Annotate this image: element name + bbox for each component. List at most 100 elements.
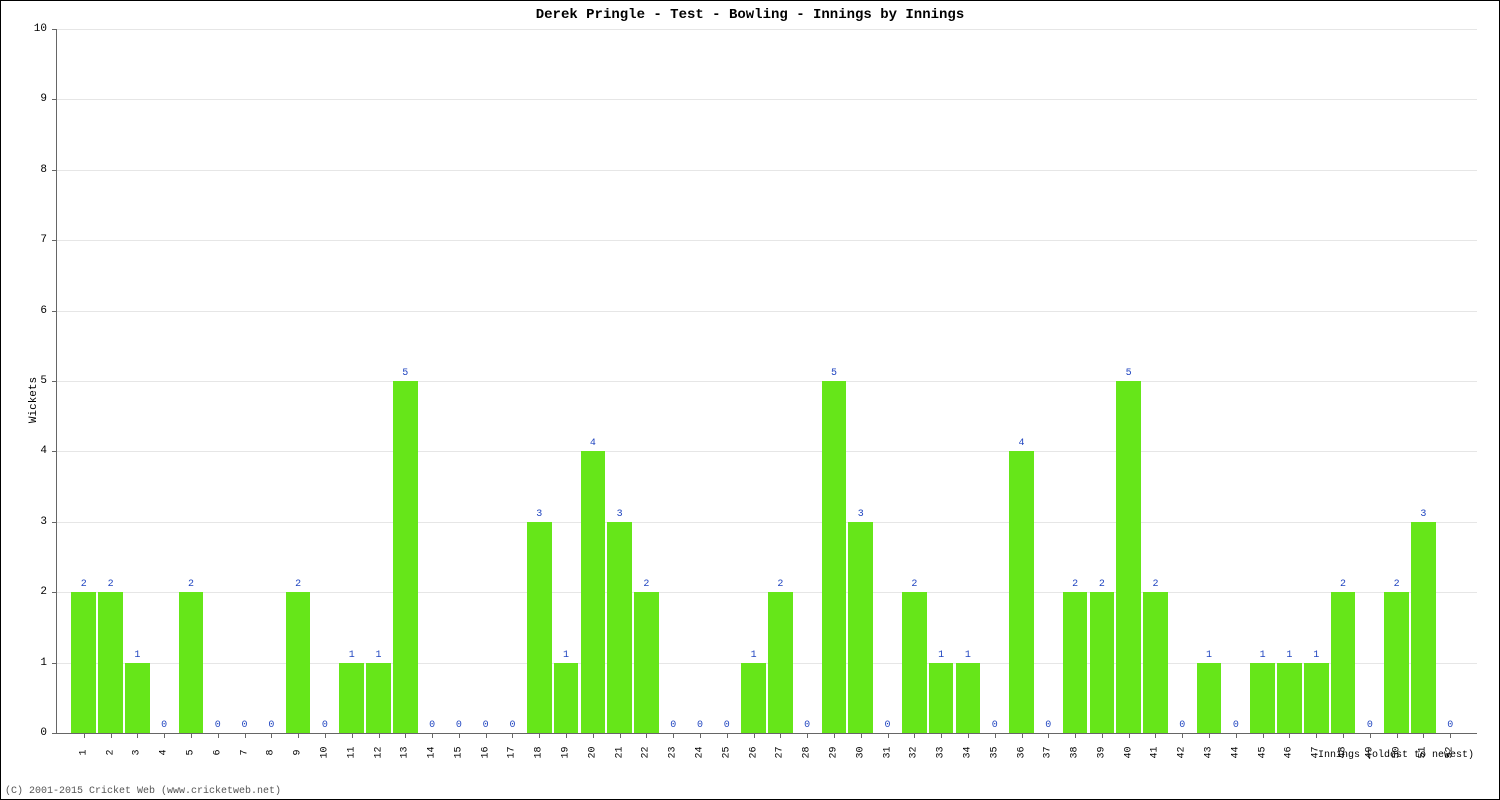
bar-value-label: 2 [911, 579, 917, 590]
bar [1116, 381, 1141, 733]
bar-value-label: 3 [858, 509, 864, 520]
bar [1143, 592, 1168, 733]
x-tick-label: 9 [293, 749, 304, 755]
x-tick-mark [914, 733, 915, 738]
bar-value-label: 1 [751, 650, 757, 661]
gridline [57, 99, 1477, 100]
bar-value-label: 1 [1260, 650, 1266, 661]
copyright-text: (C) 2001-2015 Cricket Web (www.cricketwe… [5, 786, 281, 797]
y-tick-label: 5 [40, 375, 57, 387]
x-tick-label: 3 [132, 749, 143, 755]
x-tick-label: 12 [373, 746, 384, 758]
bar-value-label: 2 [1340, 579, 1346, 590]
x-tick-mark [861, 733, 862, 738]
y-tick-label: 8 [40, 164, 57, 176]
x-tick-mark [245, 733, 246, 738]
bar [339, 663, 364, 733]
x-tick-label: 30 [855, 746, 866, 758]
x-tick-label: 29 [828, 746, 839, 758]
y-tick-label: 10 [34, 23, 57, 35]
x-tick-mark [700, 733, 701, 738]
gridline [57, 381, 1477, 382]
bar-value-label: 0 [1367, 720, 1373, 731]
x-tick-label: 44 [1230, 746, 1241, 758]
bar [1090, 592, 1115, 733]
bar-value-label: 2 [643, 579, 649, 590]
x-tick-label: 23 [668, 746, 679, 758]
bar-value-label: 0 [483, 720, 489, 731]
bar [929, 663, 954, 733]
gridline [57, 451, 1477, 452]
x-tick-label: 41 [1150, 746, 1161, 758]
x-tick-label: 10 [319, 746, 330, 758]
bar-value-label: 1 [1206, 650, 1212, 661]
x-tick-mark [646, 733, 647, 738]
bar [286, 592, 311, 733]
bar-value-label: 2 [1099, 579, 1105, 590]
x-tick-label: 40 [1123, 746, 1134, 758]
x-tick-label: 1 [78, 749, 89, 755]
x-tick-mark [191, 733, 192, 738]
gridline [57, 170, 1477, 171]
plot-area: 0123456789102122130425060708290101111125… [56, 29, 1477, 734]
x-tick-label: 19 [561, 746, 572, 758]
bar-value-label: 0 [215, 720, 221, 731]
x-tick-mark [968, 733, 969, 738]
x-tick-mark [780, 733, 781, 738]
bar [1384, 592, 1409, 733]
bar [179, 592, 204, 733]
y-tick-label: 0 [40, 727, 57, 739]
x-tick-mark [888, 733, 889, 738]
bar-value-label: 0 [429, 720, 435, 731]
bar-value-label: 3 [1420, 509, 1426, 520]
bar-value-label: 1 [134, 650, 140, 661]
x-tick-label: 7 [239, 749, 250, 755]
x-tick-label: 4 [159, 749, 170, 755]
bar-value-label: 0 [268, 720, 274, 731]
x-tick-label: 11 [346, 746, 357, 758]
bar-value-label: 2 [188, 579, 194, 590]
bar-value-label: 0 [242, 720, 248, 731]
bar [71, 592, 96, 733]
x-tick-mark [325, 733, 326, 738]
x-tick-mark [1129, 733, 1130, 738]
bar-value-label: 1 [563, 650, 569, 661]
bar-value-label: 0 [992, 720, 998, 731]
x-tick-label: 15 [453, 746, 464, 758]
bar-value-label: 1 [349, 650, 355, 661]
x-tick-mark [593, 733, 594, 738]
x-tick-mark [1263, 733, 1264, 738]
x-tick-label: 16 [480, 746, 491, 758]
bar [366, 663, 391, 733]
x-tick-label: 8 [266, 749, 277, 755]
bar [1009, 451, 1034, 733]
bar-value-label: 3 [536, 509, 542, 520]
bar-value-label: 2 [777, 579, 783, 590]
bar [1063, 592, 1088, 733]
x-tick-label: 34 [962, 746, 973, 758]
x-tick-mark [432, 733, 433, 738]
x-tick-mark [673, 733, 674, 738]
bar-value-label: 5 [402, 368, 408, 379]
x-tick-mark [298, 733, 299, 738]
x-tick-mark [995, 733, 996, 738]
x-tick-mark [1048, 733, 1049, 738]
y-tick-label: 2 [40, 586, 57, 598]
x-tick-mark [1370, 733, 1371, 738]
x-tick-label: 37 [1043, 746, 1054, 758]
y-tick-label: 1 [40, 657, 57, 669]
bar-value-label: 0 [885, 720, 891, 731]
bar [1197, 663, 1222, 733]
bar-value-label: 3 [617, 509, 623, 520]
x-tick-label: 13 [400, 746, 411, 758]
x-tick-label: 38 [1070, 746, 1081, 758]
bar-value-label: 4 [1019, 438, 1025, 449]
bar [607, 522, 632, 733]
x-tick-label: 22 [641, 746, 652, 758]
x-tick-mark [379, 733, 380, 738]
x-tick-label: 5 [185, 749, 196, 755]
x-tick-mark [271, 733, 272, 738]
bar [1304, 663, 1329, 733]
bar-value-label: 0 [670, 720, 676, 731]
x-tick-mark [1075, 733, 1076, 738]
